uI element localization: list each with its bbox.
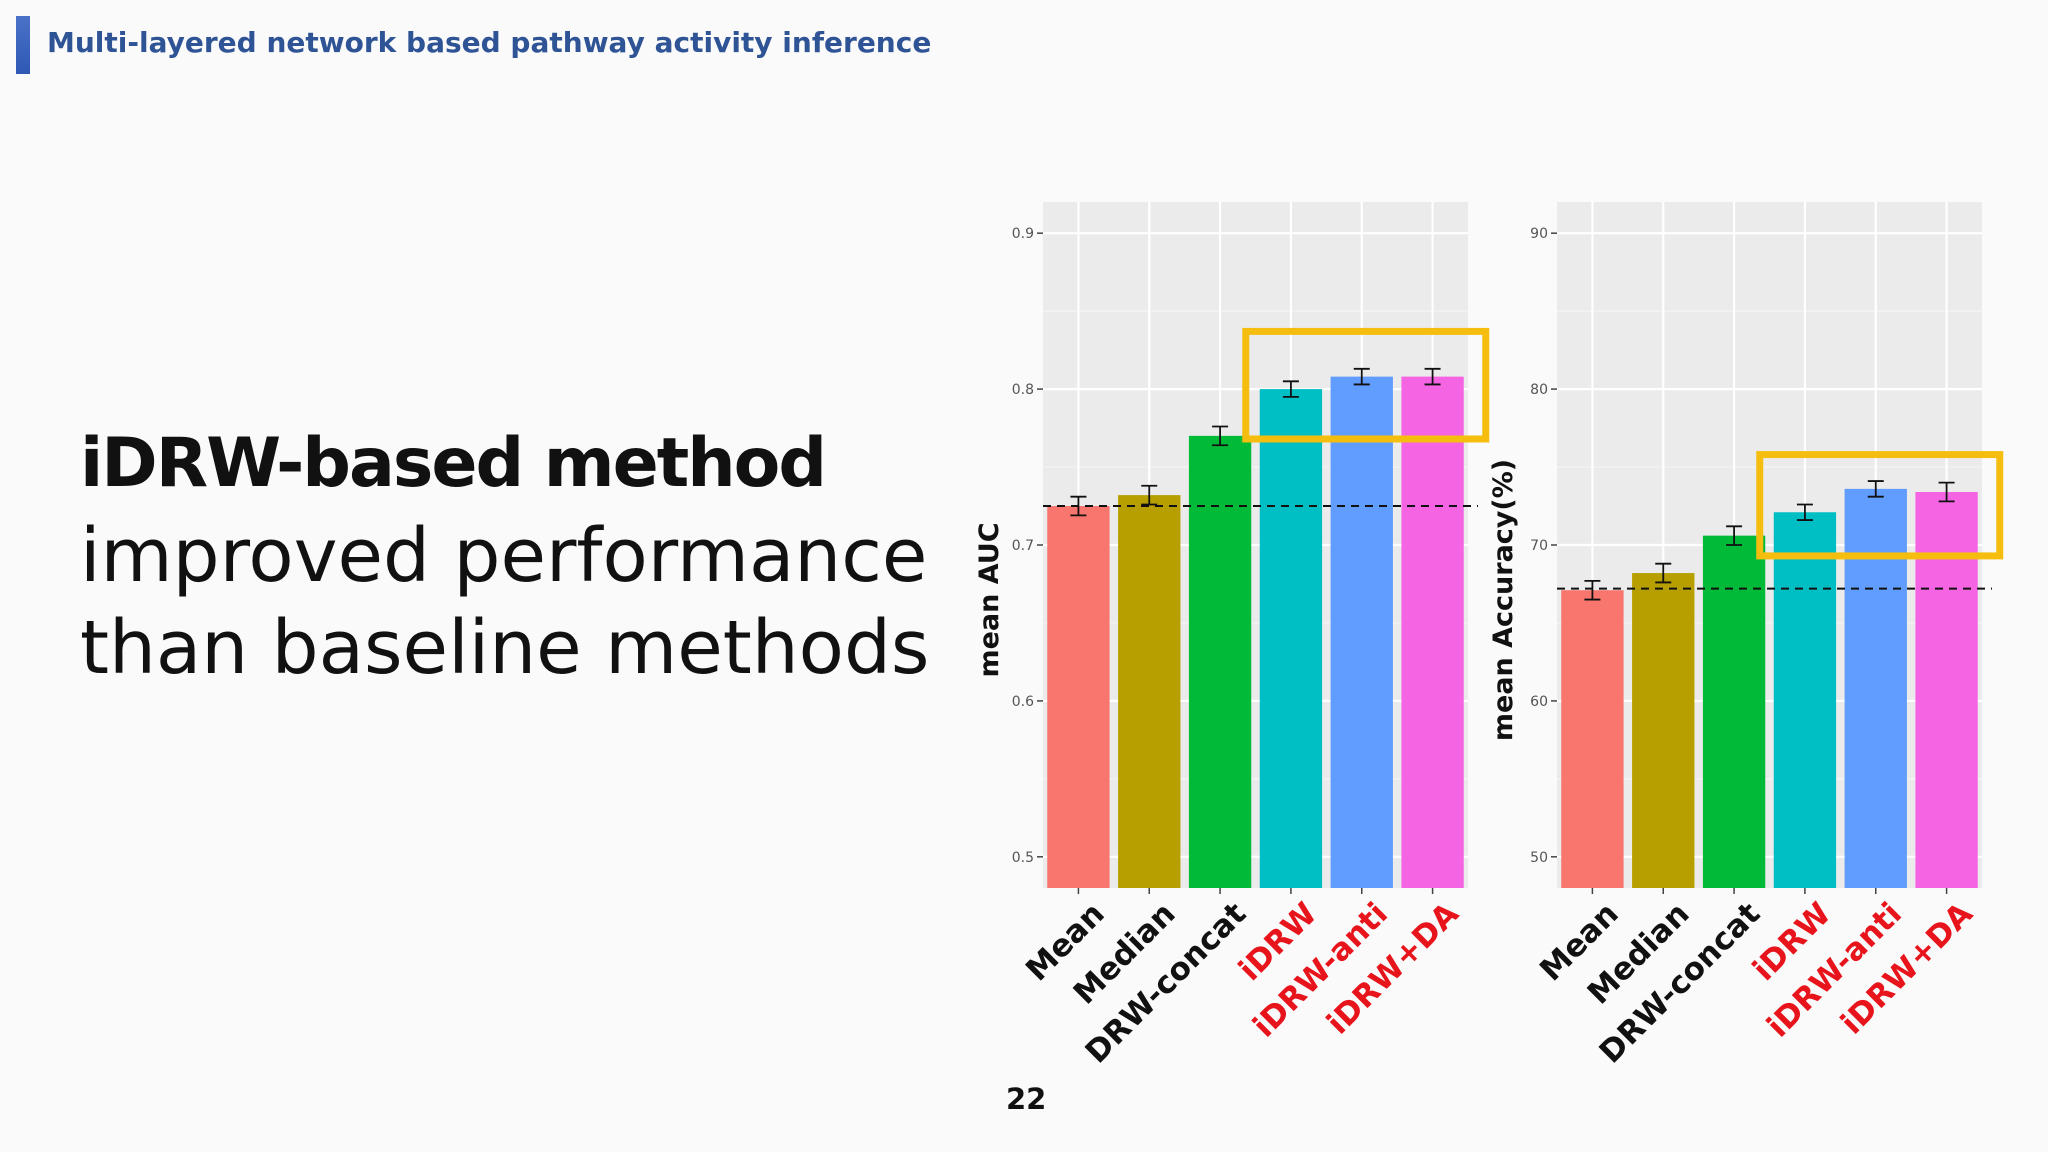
auc-y-tick-label: 0.5 <box>1012 850 1034 866</box>
acc-y-tick-label: 80 <box>1530 382 1548 398</box>
acc-y-tick-label: 70 <box>1530 538 1548 554</box>
auc-highlight-box <box>1242 327 1490 443</box>
acc-bar-median <box>1632 573 1695 888</box>
headline-line-3: than baseline methods <box>80 605 930 691</box>
acc-error-bar <box>1655 562 1672 584</box>
acc-highlight-box <box>1756 451 2004 560</box>
acc-bar-idrw-anti <box>1844 488 1907 888</box>
headline-line-2: improved performance <box>80 513 928 599</box>
auc-y-tick-label: 0.7 <box>1012 538 1034 554</box>
acc-bar-mean <box>1561 590 1624 888</box>
acc-y-tick-label: 60 <box>1530 694 1548 710</box>
auc-error-bar <box>1282 380 1299 398</box>
acc-error-bar <box>1867 480 1884 498</box>
acc-y-axis-label: mean Accuracy(%) <box>1488 459 1519 741</box>
auc-bar-mean <box>1047 506 1110 888</box>
auc-error-bar <box>1424 367 1441 386</box>
acc-error-bar <box>1726 525 1743 546</box>
acc-bar-idrw <box>1773 512 1837 888</box>
auc-error-bar <box>1212 425 1229 447</box>
headline: iDRW-based method improved performance t… <box>80 418 929 694</box>
auc-bar-idrw-da <box>1401 376 1464 888</box>
acc-bar-drw-concat <box>1702 535 1766 888</box>
headline-bold: iDRW-based method <box>80 424 827 503</box>
auc-error-bar <box>1353 367 1370 386</box>
auc-y-axis-label: mean AUC <box>974 522 1005 677</box>
acc-error-bar <box>1584 579 1601 601</box>
acc-y-tick-label: 50 <box>1530 850 1548 866</box>
title-accent-bar <box>16 16 30 74</box>
auc-error-bar <box>1141 484 1158 506</box>
acc-y-tick-label: 90 <box>1530 226 1548 242</box>
page-number: 22 <box>1006 1082 1047 1116</box>
acc-error-bar <box>1796 503 1813 521</box>
auc-y-tick-label: 0.9 <box>1012 226 1034 242</box>
auc-y-tick-label: 0.6 <box>1012 694 1034 710</box>
auc-bar-idrw-anti <box>1330 376 1393 888</box>
acc-bar-idrw-da <box>1915 491 1978 888</box>
slide-title: Multi-layered network based pathway acti… <box>47 26 932 59</box>
auc-bar-idrw <box>1259 389 1323 888</box>
auc-bar-median <box>1118 495 1181 888</box>
acc-error-bar <box>1938 481 1955 503</box>
auc-bar-drw-concat <box>1188 435 1252 888</box>
auc-y-tick-label: 0.8 <box>1012 382 1034 398</box>
